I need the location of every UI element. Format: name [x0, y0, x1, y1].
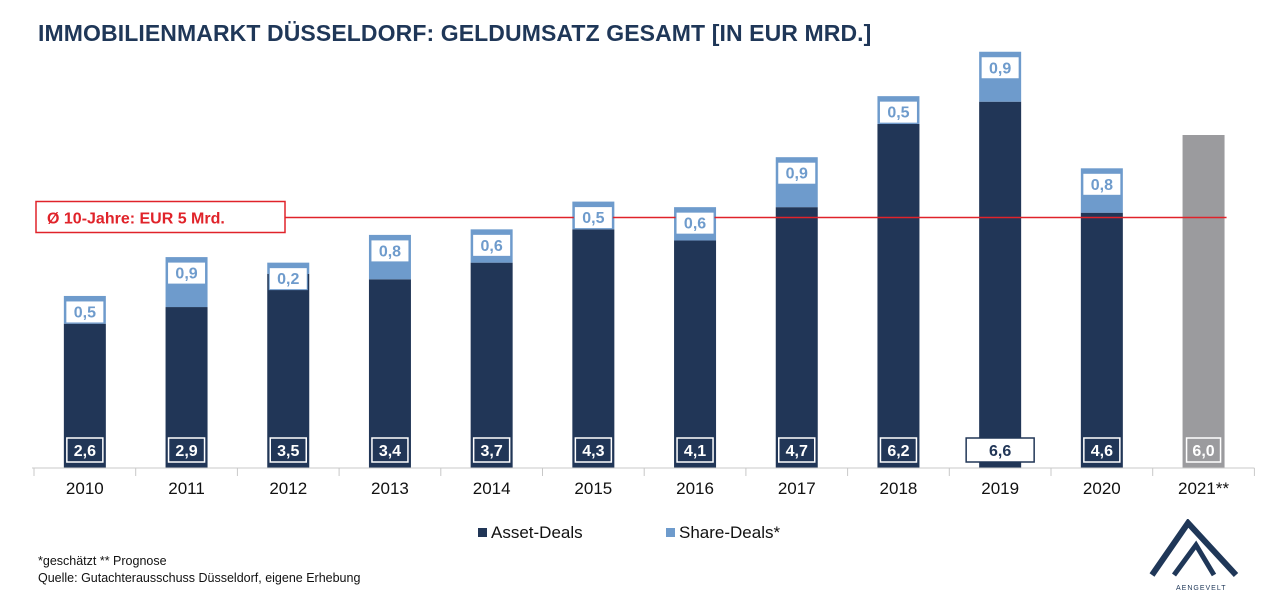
asset-value-label-box — [879, 437, 918, 463]
share-value-label: 0,6 — [481, 238, 503, 255]
asset-value-label-box — [965, 437, 1035, 463]
share-value-label-box — [675, 211, 715, 235]
x-tick-label: 2015 — [574, 479, 612, 498]
x-tick-label: 2016 — [676, 479, 714, 498]
asset-deals-bar — [572, 229, 615, 468]
share-value-label: 0,9 — [175, 266, 197, 283]
x-tick-label: 2014 — [473, 479, 511, 498]
reference-label-box — [35, 200, 286, 234]
share-value-label-box — [1082, 172, 1122, 196]
share-value-label: 0,5 — [74, 304, 96, 321]
asset-value-label: 6,6 — [989, 443, 1011, 460]
asset-deals-bar — [1080, 212, 1123, 468]
asset-deals-bar — [877, 123, 920, 469]
legend-swatch — [478, 528, 487, 537]
asset-value-label: 3,7 — [481, 443, 503, 460]
x-tick-label: 2011 — [168, 479, 205, 498]
value-labels-group: 2,6 0,5 2,9 0,9 3,5 0,2 3,4 0,8 3,7 0,6 4,3 0,5 4,1 0… — [65, 56, 1222, 463]
forecast-label-box — [1185, 437, 1222, 463]
footnote-source: Quelle: Gutachterausschuss Düsseldorf, e… — [38, 571, 361, 585]
legend: Asset-Deals Share-Deals* — [478, 523, 780, 542]
share-value-label-box — [268, 267, 308, 291]
share-value-label: 0,6 — [684, 216, 706, 233]
share-value-label: 0,5 — [887, 105, 909, 122]
asset-deals-bar — [775, 207, 818, 468]
share-value-label: 0,5 — [582, 210, 604, 227]
x-tick-label: 2018 — [880, 479, 918, 498]
chart-title: IMMOBILIENMARKT DÜSSELDORF: GELDUMSATZ G… — [38, 20, 872, 46]
share-value-label: 0,8 — [379, 243, 401, 260]
asset-value-label-box — [472, 437, 511, 463]
logo-wordmark: AENGEVELT — [1176, 585, 1227, 592]
reference-line-group: Ø 10-Jahre: EUR 5 Mrd. — [35, 200, 1227, 234]
asset-value-label: 3,5 — [277, 443, 299, 460]
asset-value-label-box — [269, 437, 307, 463]
reference-line-label: Ø 10-Jahre: EUR 5 Mrd. — [47, 211, 225, 228]
legend-swatch — [666, 528, 675, 537]
share-value-label: 0,9 — [989, 60, 1011, 77]
footnote-legend-notes: *geschätzt ** Prognose — [38, 554, 167, 568]
share-value-label-box — [573, 206, 613, 230]
x-tick-label: 2017 — [778, 479, 816, 498]
asset-deals-bar — [979, 101, 1022, 468]
asset-value-label: 2,6 — [74, 443, 96, 460]
share-value-label: 0,9 — [786, 166, 808, 183]
aengevelt-logo-icon — [1149, 519, 1239, 578]
share-value-label-box — [65, 300, 105, 324]
share-value-label: 0,8 — [1091, 177, 1113, 194]
forecast-value-label: 6,0 — [1192, 443, 1214, 460]
share-value-label-box — [777, 161, 817, 185]
asset-value-label-box — [676, 437, 714, 463]
x-tick-label: 2020 — [1083, 479, 1121, 498]
share-value-label-box — [878, 100, 918, 124]
asset-value-label: 3,4 — [379, 443, 401, 460]
asset-deals-bar — [674, 240, 717, 468]
forecast-bar — [1182, 135, 1225, 468]
asset-value-label: 4,6 — [1091, 443, 1113, 460]
asset-value-label-box — [574, 437, 613, 463]
bars-group — [63, 51, 1225, 469]
x-tick-label: 2021** — [1178, 479, 1229, 498]
x-tick-label: 2019 — [981, 479, 1019, 498]
share-value-label: 0,2 — [277, 271, 299, 288]
asset-deals-bar — [470, 262, 513, 468]
asset-value-label: 2,9 — [175, 443, 197, 460]
asset-value-label-box — [66, 437, 104, 463]
asset-deals-bar — [267, 273, 310, 468]
share-value-label-box — [472, 233, 512, 257]
share-value-label-box — [980, 56, 1020, 80]
x-tick-label: 2013 — [371, 479, 409, 498]
asset-value-label: 6,2 — [887, 443, 909, 460]
asset-value-label-box — [778, 437, 816, 463]
share-value-label-box — [370, 239, 410, 263]
asset-value-label: 4,3 — [582, 443, 604, 460]
legend-label: Share-Deals* — [679, 523, 780, 542]
x-tick-label: 2012 — [269, 479, 307, 498]
asset-value-label: 4,7 — [786, 443, 808, 460]
asset-value-label-box — [1083, 437, 1121, 463]
asset-value-label: 4,1 — [684, 443, 706, 460]
legend-label: Asset-Deals — [491, 523, 583, 542]
share-value-label-box — [167, 261, 207, 285]
x-tick-label: 2010 — [66, 479, 104, 498]
asset-value-label-box — [371, 437, 409, 463]
x-axis: 2010 2011 2012 2013 2014 2015 2016 2017 2018 2019… — [32, 467, 1255, 498]
asset-value-label-box — [167, 437, 206, 463]
asset-deals-bar — [368, 279, 411, 468]
